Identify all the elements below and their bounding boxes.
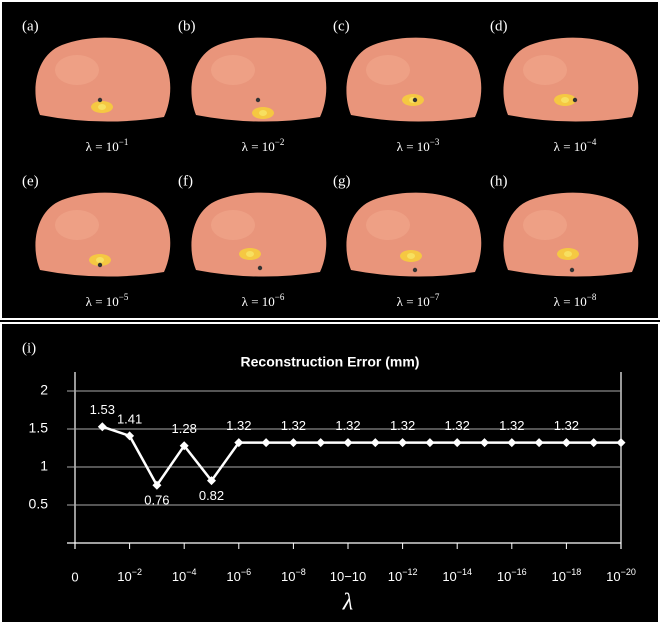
y-tick-label: 1 [40, 458, 48, 474]
data-label: 1.32 [335, 418, 360, 433]
reconstruction-core [564, 251, 572, 257]
y-tick-label: 2 [40, 382, 48, 398]
panel-label: (a) [22, 18, 39, 34]
tissue-slice [346, 193, 481, 277]
organ [211, 210, 255, 240]
y-tick-label: 0.5 [29, 496, 49, 512]
reconstruction-core [98, 104, 106, 110]
organ [211, 55, 255, 85]
organ [366, 210, 410, 240]
tissue-slice [346, 38, 481, 122]
tissue-slice [503, 193, 638, 277]
data-label: 0.82 [199, 488, 224, 503]
data-label: 1.32 [445, 418, 470, 433]
panel-label: (i) [22, 340, 36, 356]
x-tick-label: 0 [71, 569, 78, 584]
chart-title: Reconstruction Error (mm) [241, 354, 420, 370]
x-axis-label: λ [342, 590, 353, 616]
panel-label: (b) [178, 18, 196, 34]
reconstruction-core [407, 253, 415, 259]
panel-label: (f) [178, 173, 193, 189]
data-label: 1.32 [390, 418, 415, 433]
data-label: 1.28 [172, 421, 197, 436]
true-source [98, 263, 102, 267]
data-label: 1.32 [281, 418, 306, 433]
panel-label: (h) [490, 173, 508, 189]
organ [523, 210, 567, 240]
reconstruction-core [561, 97, 569, 103]
figure: (i) Reconstruction Error (mm) λ (a)λ = 1… [0, 0, 660, 624]
data-label: 0.76 [144, 493, 169, 508]
data-label: 1.32 [554, 418, 579, 433]
data-label: 1.53 [90, 402, 115, 417]
reconstruction-core [96, 257, 104, 263]
organ [523, 55, 567, 85]
tissue-slice [503, 38, 638, 122]
panel-label: (c) [333, 18, 350, 34]
data-label: 1.32 [499, 418, 524, 433]
organ [366, 55, 410, 85]
reconstruction-core [259, 110, 267, 116]
organ [55, 210, 99, 240]
panel-label: (d) [490, 18, 508, 34]
organ [55, 55, 99, 85]
true-source [573, 98, 577, 102]
true-source [570, 268, 574, 272]
true-source [413, 98, 417, 102]
reconstruction-core [246, 251, 254, 257]
x-tick-label: 10−10 [330, 569, 367, 584]
tissue-slice [191, 193, 326, 277]
panel-label: (g) [333, 173, 351, 189]
true-source [256, 98, 260, 102]
data-label: 1.32 [226, 418, 251, 433]
true-source [413, 268, 417, 272]
panel-label: (e) [22, 173, 39, 189]
data-label: 1.41 [117, 411, 142, 426]
true-source [258, 266, 262, 270]
true-source [98, 98, 102, 102]
y-tick-label: 1.5 [29, 420, 49, 436]
